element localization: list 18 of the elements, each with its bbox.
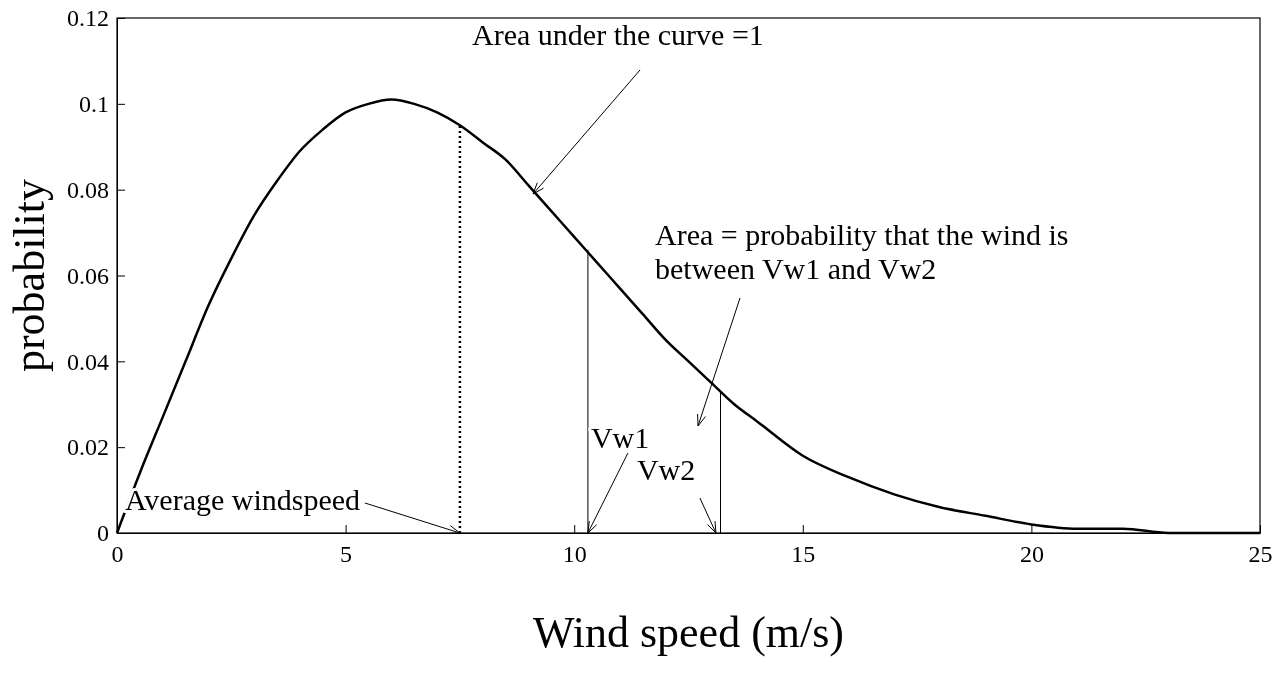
y-tick-label: 0.04 bbox=[67, 348, 109, 375]
annotation: Area = probability that the wind is between Vw1 and Vw2 bbox=[655, 218, 1069, 285]
y-tick-label: 0.02 bbox=[67, 434, 109, 461]
y-tick-label: 0.1 bbox=[79, 91, 109, 118]
y-tick-label: 0.06 bbox=[67, 262, 109, 289]
annotation: Vw2 bbox=[636, 453, 696, 486]
x-tick-label: 10 bbox=[562, 541, 587, 568]
annotation: Area under the curve =1 bbox=[472, 17, 764, 51]
x-tick-label: 20 bbox=[1019, 541, 1044, 568]
x-tick-label: 25 bbox=[1248, 541, 1273, 568]
y-tick-label: 0.12 bbox=[67, 5, 109, 32]
y-tick-label: 0 bbox=[97, 520, 109, 547]
annotation: Vw1 bbox=[590, 421, 650, 454]
x-tick-label: 15 bbox=[791, 541, 816, 568]
x-tick-label: 5 bbox=[340, 541, 353, 568]
y-axis-title: probability bbox=[5, 178, 54, 373]
x-axis-title: Wind speed (m/s) bbox=[532, 608, 845, 657]
y-tick-label: 0.08 bbox=[67, 176, 109, 203]
